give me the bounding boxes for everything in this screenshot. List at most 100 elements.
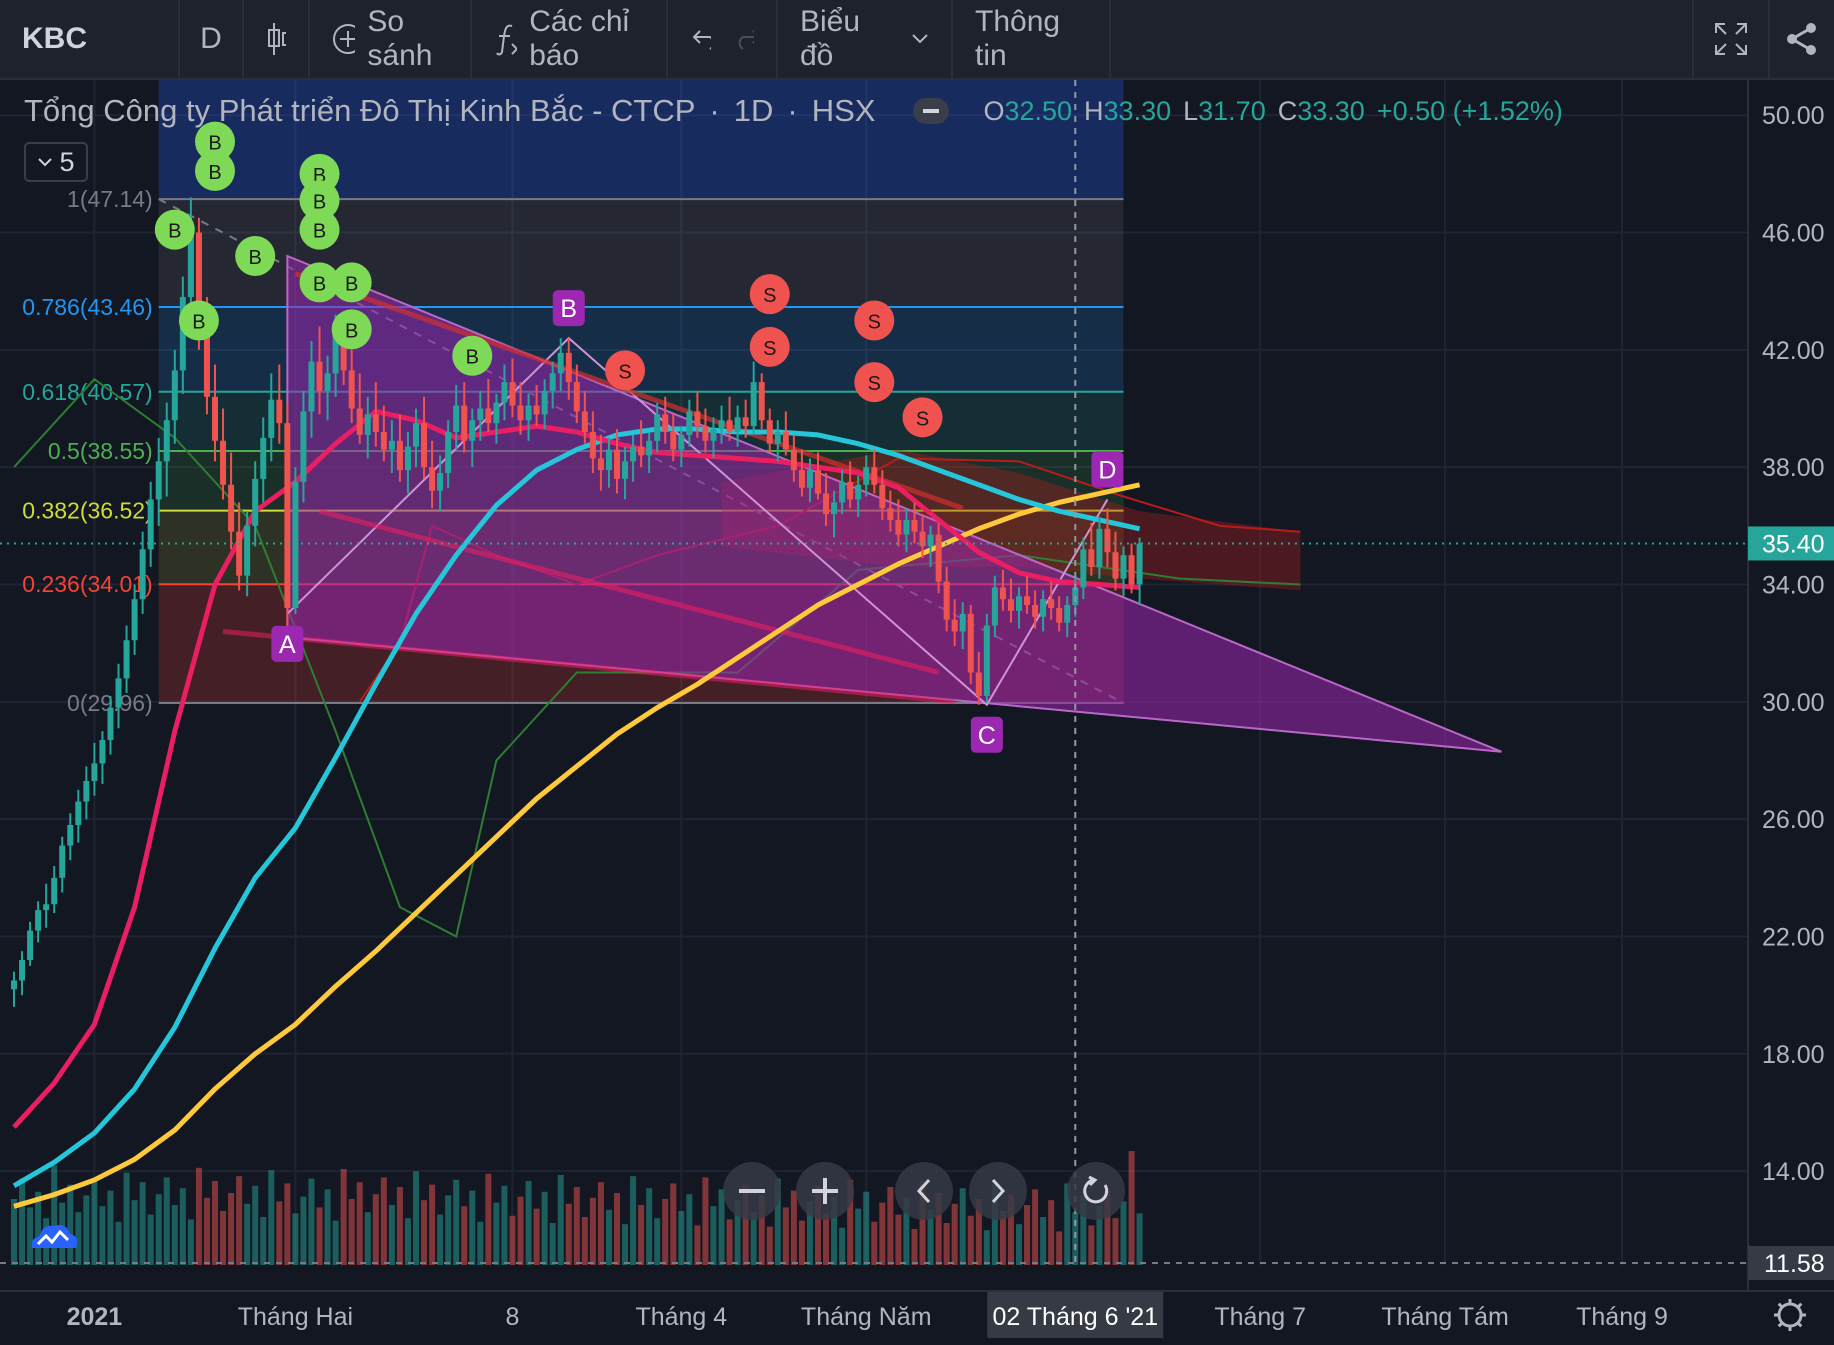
sell-signal-label: S: [763, 338, 776, 360]
time-tick-label: 8: [506, 1303, 520, 1331]
sell-signal-marker: [902, 397, 943, 438]
volume-bar: [187, 1219, 194, 1265]
candle-body: [533, 405, 540, 415]
zoom-out-button[interactable]: [723, 1162, 781, 1220]
price-chart[interactable]: 1(47.14) 0.786(43.46) 0.618(40.57) 0.5(38.5…: [0, 80, 1834, 1345]
scroll-left-button[interactable]: [895, 1162, 953, 1220]
candle-body: [766, 420, 773, 444]
volume-bar: [1072, 1212, 1079, 1265]
bar-style-button[interactable]: [244, 0, 310, 78]
candle-body: [951, 619, 958, 632]
volume-bar: [670, 1183, 677, 1265]
legend-interval: 1D: [733, 93, 774, 128]
buy-signal-label: B: [345, 320, 358, 342]
info-button[interactable]: Thông tin: [953, 0, 1111, 78]
candle-body: [236, 531, 243, 576]
candle-body: [806, 470, 813, 488]
volume-bar: [139, 1182, 146, 1265]
pattern-point-label: C: [978, 722, 996, 750]
candle-body: [107, 707, 114, 740]
zoom-in-button[interactable]: [796, 1162, 854, 1220]
function-icon: [496, 24, 518, 56]
plus-icon: [812, 1178, 838, 1204]
candle-body: [123, 640, 130, 679]
volume-bars: [11, 1151, 1143, 1265]
pattern-point-marker: [1091, 451, 1124, 488]
candle-body: [975, 672, 982, 696]
minus-icon: [923, 109, 940, 113]
candle-body: [1104, 528, 1111, 553]
price-tick-label: 18.00: [1762, 1041, 1825, 1069]
volume-bar: [1088, 1225, 1095, 1265]
interval-selector[interactable]: D: [180, 0, 244, 78]
candle-body: [292, 481, 299, 608]
volume-bar: [11, 1199, 17, 1265]
chart-type-label: Biểu đồ: [800, 5, 861, 72]
volume-bar: [999, 1211, 1006, 1265]
candle-body: [541, 390, 548, 415]
volume-bar: [589, 1197, 596, 1265]
volume-bar: [806, 1201, 813, 1265]
chart-type-dropdown[interactable]: Biểu đồ: [778, 0, 953, 78]
candle-body: [171, 370, 178, 421]
candle-body: [790, 449, 797, 471]
volume-bar: [356, 1182, 363, 1265]
volume-bar: [702, 1177, 709, 1265]
info-label: Thông tin: [975, 5, 1061, 72]
volume-bar: [324, 1189, 331, 1265]
buy-signal-label: B: [192, 312, 205, 334]
candle-body: [1016, 596, 1022, 611]
volume-bar: [163, 1177, 170, 1265]
reset-chart-button[interactable]: [1067, 1162, 1125, 1220]
volume-bar: [1080, 1195, 1087, 1265]
volume-bar: [171, 1205, 178, 1265]
candle-body: [646, 440, 653, 456]
candle-body: [1112, 552, 1119, 579]
volume-bar: [614, 1193, 620, 1265]
candle-body: [300, 411, 307, 482]
buy-signal-marker: [235, 235, 276, 276]
volume-bar: [147, 1214, 154, 1265]
hide-legend-button[interactable]: [913, 98, 950, 124]
compare-button[interactable]: So sánh: [310, 0, 472, 78]
candle-body: [131, 599, 138, 641]
candle-body: [815, 470, 821, 494]
candle-body: [429, 467, 436, 491]
candle-body: [549, 373, 556, 391]
volume-bar: [501, 1185, 508, 1265]
volume-bar: [212, 1181, 218, 1265]
volume-bar: [1136, 1213, 1143, 1265]
volume-bar: [372, 1194, 379, 1265]
compare-label: So sánh: [367, 5, 433, 72]
volume-bar: [99, 1206, 106, 1265]
volume-bar: [863, 1191, 870, 1265]
indicators-button[interactable]: Các chỉ báo: [472, 0, 668, 78]
candle-body: [686, 411, 693, 435]
candle-body: [27, 930, 34, 960]
candle-body: [1056, 607, 1063, 623]
fullscreen-button[interactable]: [1692, 0, 1768, 78]
undo-icon[interactable]: [690, 27, 711, 51]
candle-body: [670, 431, 677, 450]
volume-bar: [935, 1193, 942, 1265]
candle-body: [798, 470, 805, 488]
volume-bar: [236, 1176, 243, 1265]
open-label: O: [983, 95, 1005, 126]
volume-bar: [131, 1200, 138, 1265]
volume-bar: [1016, 1224, 1022, 1265]
indicator-collapse-button[interactable]: 5: [24, 142, 88, 182]
symbol-search[interactable]: KBC: [0, 0, 180, 78]
buy-signal-marker: [331, 309, 372, 350]
volume-bar: [364, 1212, 371, 1265]
candle-body: [380, 431, 387, 450]
volume-bar: [911, 1229, 918, 1265]
buy-signal-label: B: [208, 133, 221, 155]
fib-level-label: 0.5(38.55): [48, 438, 153, 464]
scroll-right-button[interactable]: [969, 1162, 1027, 1220]
pattern-point-marker: [970, 716, 1003, 753]
redo-icon[interactable]: [733, 27, 754, 51]
price-tick-label: 38.00: [1762, 454, 1825, 482]
candle-body: [35, 910, 42, 931]
share-button[interactable]: [1768, 0, 1834, 78]
instrument-title: Tổng Công ty Phát triển Đô Thị Kinh Bắc …: [24, 93, 696, 128]
